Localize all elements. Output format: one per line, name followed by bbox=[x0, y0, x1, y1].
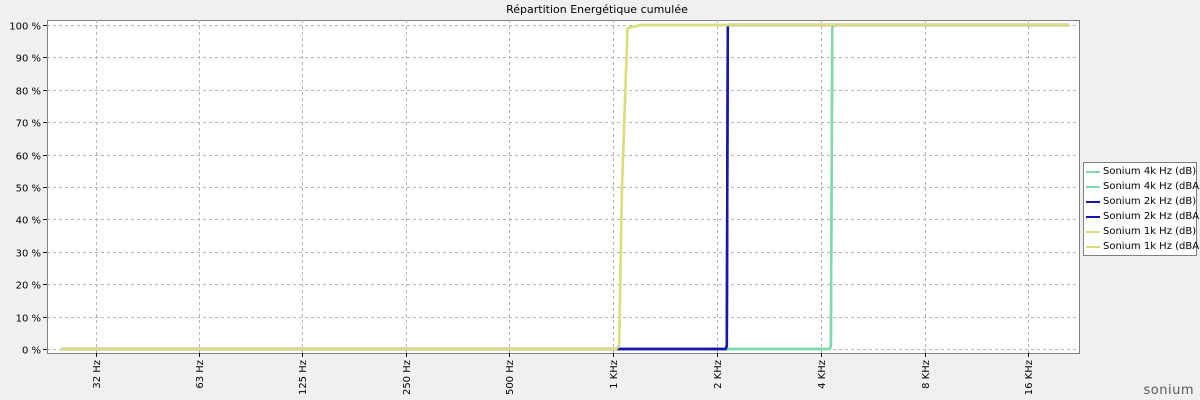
x-tick-label: 16 KHz bbox=[1024, 360, 1035, 395]
y-tick-label: 0 % bbox=[22, 346, 41, 357]
legend-swatch bbox=[1086, 200, 1100, 203]
legend-swatch bbox=[1086, 230, 1100, 233]
legend-label: Sonium 4k Hz (dBA) bbox=[1103, 181, 1200, 192]
y-tick-label: 70 % bbox=[16, 119, 41, 130]
chart-title: Répartition Energétique cumulée bbox=[506, 3, 688, 16]
x-tick-label: 63 Hz bbox=[195, 360, 206, 389]
legend: Sonium 4k Hz (dB) Sonium 4k Hz (dBA) Soniu… bbox=[1083, 162, 1200, 256]
x-tick-label: 1 KHz bbox=[609, 360, 620, 389]
legend-swatch bbox=[1086, 185, 1100, 188]
x-tick-label: 500 Hz bbox=[505, 360, 516, 395]
legend-label: Sonium 2k Hz (dB) bbox=[1103, 196, 1197, 207]
y-axis: 0 % 10 % 20 % 30 % 40 % 50 % 60 % 70 % 80 % 90 % 1… bbox=[9, 22, 47, 357]
y-tick-label: 30 % bbox=[16, 249, 41, 260]
legend-entry: Sonium 4k Hz (dB) bbox=[1084, 164, 1196, 179]
x-tick-label: 2 KHz bbox=[713, 360, 724, 389]
legend-swatch bbox=[1086, 215, 1100, 218]
legend-swatch bbox=[1086, 170, 1100, 173]
series-layer bbox=[61, 23, 1069, 351]
y-tick-label: 80 % bbox=[16, 87, 41, 98]
y-tick-label: 100 % bbox=[9, 22, 41, 33]
x-tick-label: 4 KHz bbox=[817, 360, 828, 389]
legend-entry: Sonium 2k Hz (dB) bbox=[1084, 194, 1196, 209]
x-tick-label: 32 Hz bbox=[92, 360, 103, 389]
y-tick-label: 20 % bbox=[16, 281, 41, 292]
legend-label: Sonium 1k Hz (dBA) bbox=[1103, 241, 1200, 252]
y-tick-label: 40 % bbox=[16, 216, 41, 227]
y-tick-label: 90 % bbox=[16, 54, 41, 65]
legend-entry: Sonium 1k Hz (dBA) bbox=[1084, 239, 1200, 254]
legend-entry: Sonium 4k Hz (dBA) bbox=[1084, 179, 1200, 194]
x-tick-label: 8 KHz bbox=[921, 360, 932, 389]
x-tick-label: 125 Hz bbox=[298, 360, 309, 395]
legend-entry: Sonium 2k Hz (dBA) bbox=[1084, 209, 1200, 224]
y-tick-label: 60 % bbox=[16, 152, 41, 163]
sonium-logo: sonium bbox=[1143, 383, 1194, 398]
legend-entry: Sonium 1k Hz (dB) bbox=[1084, 224, 1196, 239]
legend-label: Sonium 1k Hz (dB) bbox=[1103, 226, 1197, 237]
series-line-5 bbox=[61, 23, 1069, 351]
y-tick-label: 50 % bbox=[16, 184, 41, 195]
legend-label: Sonium 2k Hz (dBA) bbox=[1103, 211, 1200, 222]
legend-label: Sonium 4k Hz (dB) bbox=[1103, 166, 1197, 177]
x-axis: 32 Hz 63 Hz 125 Hz 250 Hz 500 Hz 1 KHz 2 KHz 4 … bbox=[92, 353, 1035, 395]
x-tick-label: 250 Hz bbox=[402, 360, 413, 395]
legend-swatch bbox=[1086, 245, 1100, 248]
y-tick-label: 10 % bbox=[16, 314, 41, 325]
